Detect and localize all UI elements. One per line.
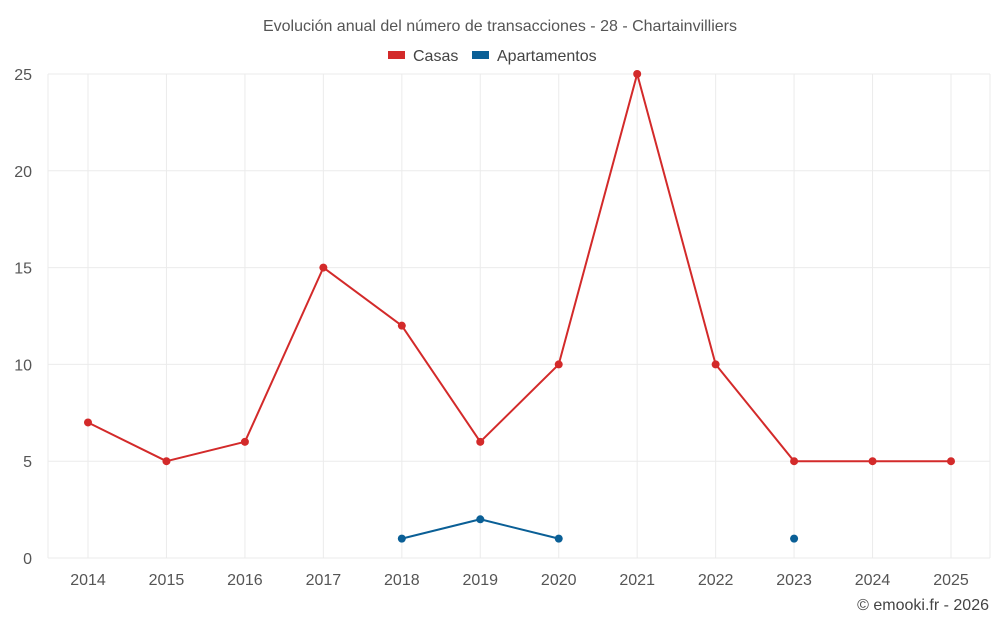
credit-label: © emooki.fr - 2026 xyxy=(857,597,989,614)
x-axis: 2014 2015 2016 2017 2018 2019 2020 2021 2022 2023… xyxy=(70,572,969,589)
chart-title: Evolución anual del número de transaccio… xyxy=(263,18,737,35)
data-point-casas[interactable] xyxy=(790,457,799,466)
x-tick-label: 2025 xyxy=(933,572,969,589)
series-casas xyxy=(84,70,955,466)
data-point-casas[interactable] xyxy=(711,360,720,369)
x-tick-label: 2020 xyxy=(541,572,577,589)
x-tick-label: 2022 xyxy=(698,572,734,589)
data-point-apartamentos[interactable] xyxy=(790,534,799,543)
y-tick-label: 10 xyxy=(14,357,32,374)
y-tick-label: 25 xyxy=(14,67,32,84)
series-layer xyxy=(84,70,955,543)
legend-label: Apartamentos xyxy=(497,48,597,65)
data-point-casas[interactable] xyxy=(554,360,563,369)
x-tick-label: 2014 xyxy=(70,572,106,589)
x-tick-label: 2017 xyxy=(306,572,342,589)
data-point-casas[interactable] xyxy=(397,321,406,330)
x-tick-label: 2018 xyxy=(384,572,420,589)
y-tick-label: 20 xyxy=(14,164,32,181)
data-point-casas[interactable] xyxy=(868,457,877,466)
data-point-casas[interactable] xyxy=(947,457,955,466)
data-point-casas[interactable] xyxy=(240,437,249,446)
y-tick-label: 0 xyxy=(23,551,32,568)
data-point-casas[interactable] xyxy=(476,437,485,446)
y-tick-label: 5 xyxy=(23,454,32,471)
x-tick-label: 2016 xyxy=(227,572,263,589)
legend-swatch xyxy=(472,51,489,59)
legend-item-casas[interactable]: Casas xyxy=(388,48,458,65)
y-axis: 0 5 10 15 20 25 xyxy=(14,67,32,568)
data-point-apartamentos[interactable] xyxy=(397,534,406,543)
data-point-casas[interactable] xyxy=(319,263,328,272)
data-point-casas[interactable] xyxy=(633,70,642,78)
legend-swatch xyxy=(388,51,405,59)
data-point-casas[interactable] xyxy=(84,418,92,427)
data-point-apartamentos[interactable] xyxy=(476,515,485,524)
series-apartamentos xyxy=(397,515,799,543)
grid xyxy=(47,73,991,559)
x-tick-label: 2015 xyxy=(149,572,185,589)
data-point-apartamentos[interactable] xyxy=(554,534,563,543)
legend-item-apartamentos[interactable]: Apartamentos xyxy=(472,48,597,65)
data-point-casas[interactable] xyxy=(162,457,171,466)
legend: Casas Apartamentos xyxy=(388,48,597,65)
legend-label: Casas xyxy=(413,48,458,65)
x-tick-label: 2021 xyxy=(619,572,655,589)
x-tick-label: 2024 xyxy=(855,572,891,589)
y-tick-label: 15 xyxy=(14,261,32,278)
x-tick-label: 2019 xyxy=(462,572,498,589)
series-line-casas xyxy=(87,73,951,463)
x-tick-label: 2023 xyxy=(776,572,812,589)
